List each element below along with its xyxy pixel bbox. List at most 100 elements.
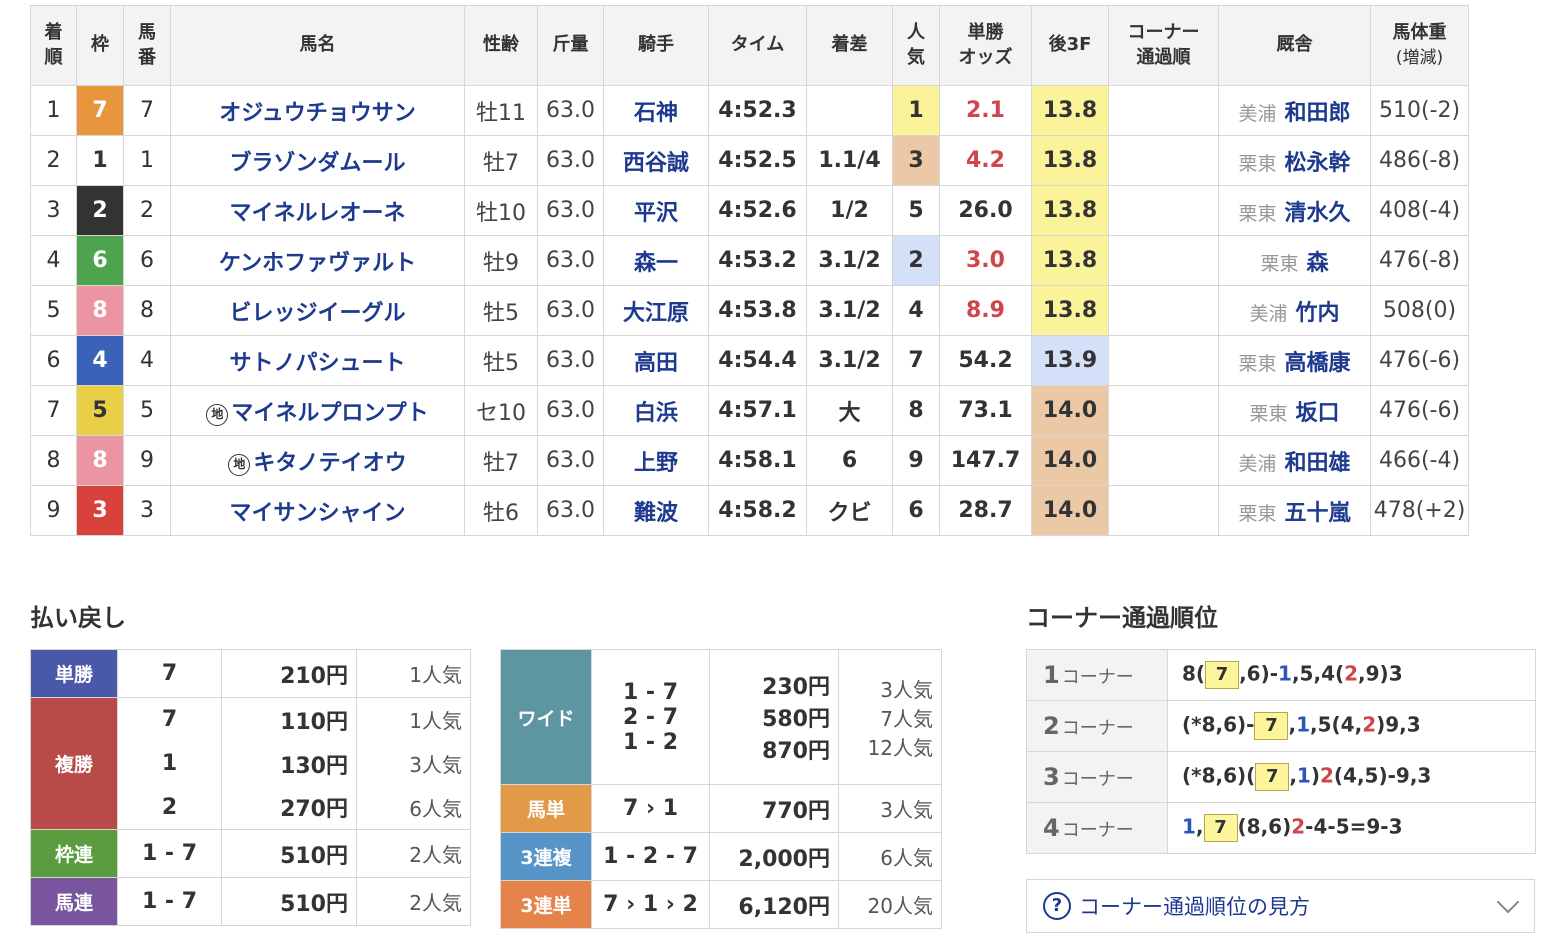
- weight-cell: 63.0: [537, 135, 604, 186]
- header-stable: 厩舎: [1218, 5, 1371, 86]
- local-horse-mark: 地: [206, 403, 229, 426]
- time-cell: 4:52.5: [708, 135, 807, 186]
- popularity-cell: 4: [892, 285, 940, 336]
- corner-order-cell: [1108, 135, 1219, 186]
- jockey-link[interactable]: 石神: [603, 85, 709, 136]
- time-cell: 4:53.2: [708, 235, 807, 286]
- horse-name-link[interactable]: ブラゾンダムール: [229, 150, 406, 176]
- body-weight-cell: 508(0): [1370, 285, 1469, 336]
- trainer-link[interactable]: 五十嵐: [1284, 500, 1351, 526]
- horse-name-cell[interactable]: マイサンシャイン: [170, 485, 465, 536]
- stable-region: 栗東: [1249, 402, 1288, 425]
- payout-amount: 510円: [221, 829, 357, 878]
- last3f-cell: 13.9: [1031, 335, 1109, 386]
- bet-type-label: 馬連: [30, 877, 118, 926]
- trainer-link[interactable]: 和田雄: [1284, 450, 1351, 476]
- payout-amount: 580円: [762, 707, 830, 732]
- help-circle-icon: ?: [1043, 892, 1071, 920]
- num-cell: 2: [123, 185, 171, 236]
- horse-name-link[interactable]: サトノパシュート: [229, 350, 406, 376]
- trainer-link[interactable]: 森: [1306, 250, 1329, 276]
- table-row: 9 3 3 マイサンシャイン 牡6 63.0 難波 4:58.2 クビ 6 28.7 14.0 栗東 五十…: [30, 485, 1469, 536]
- corner-order-cell: [1108, 335, 1219, 386]
- trainer-link[interactable]: 高橋康: [1284, 350, 1351, 376]
- rank-cell: 5: [30, 285, 77, 336]
- payout-pop: 3人気: [838, 784, 942, 833]
- horse-name-link[interactable]: マイネルプロンプト: [231, 400, 429, 426]
- bet-type-label: 複勝: [30, 697, 118, 830]
- jockey-link[interactable]: 高田: [603, 335, 709, 386]
- weight-cell: 63.0: [537, 485, 604, 536]
- corner-number: 1: [1043, 661, 1060, 689]
- table-row: 8 8 9 地キタノテイオウ 牡7 63.0 上野 4:58.1 6 9 147.7 14.0 美浦 和田…: [30, 435, 1469, 486]
- horse-name-link[interactable]: マイサンシャイン: [229, 500, 406, 526]
- corner-order-part: 1: [1296, 712, 1311, 737]
- rank-cell: 6: [30, 335, 77, 386]
- body-weight-cell: 510(-2): [1370, 85, 1469, 136]
- trainer-link[interactable]: 坂口: [1295, 400, 1340, 426]
- corner-order-part: 2: [1344, 661, 1359, 686]
- payout-combo: 7 › 1: [591, 784, 710, 833]
- rank-cell: 2: [30, 135, 77, 186]
- header-agesex: 性齢: [464, 5, 538, 86]
- horse-name-cell[interactable]: オジュウチョウサン: [170, 85, 465, 136]
- corner-order-cell: [1108, 435, 1219, 486]
- horse-name-link[interactable]: オジュウチョウサン: [219, 100, 416, 126]
- header-odds: 単勝 オッズ: [939, 5, 1032, 86]
- corner-order-value: 1, 7 (8,6)2-4-5=9-3: [1167, 802, 1536, 854]
- stable-cell: 栗東 清水久: [1218, 185, 1371, 236]
- horse-name-cell[interactable]: ブラゾンダムール: [170, 135, 465, 186]
- time-cell: 4:58.1: [708, 435, 807, 486]
- payout-pop: 20人気: [838, 880, 942, 929]
- horse-name-cell[interactable]: ケンホファヴァルト: [170, 235, 465, 286]
- payout-row: 馬連 1 - 7 510円 2人気: [30, 877, 471, 926]
- bet-type-label: 3連単: [500, 880, 592, 929]
- popularity-cell: 1: [892, 85, 940, 136]
- jockey-link[interactable]: 上野: [603, 435, 709, 486]
- trainer-link[interactable]: 和田郎: [1284, 100, 1351, 126]
- jockey-link[interactable]: 平沢: [603, 185, 709, 236]
- horse-name-link[interactable]: マイネルレオーネ: [229, 200, 406, 226]
- num-cell: 6: [123, 235, 171, 286]
- corner-order-part: ,5,4(: [1291, 661, 1345, 686]
- jockey-link[interactable]: 難波: [603, 485, 709, 536]
- winner-highlight: 7: [1203, 814, 1238, 842]
- horse-name-cell[interactable]: マイネルレオーネ: [170, 185, 465, 236]
- corner-order-cell: [1108, 235, 1219, 286]
- horse-name-link[interactable]: キタノテイオウ: [253, 450, 407, 476]
- corner-help-toggle[interactable]: ? コーナー通過順位の見方: [1026, 879, 1535, 933]
- odds-cell: 147.7: [939, 435, 1032, 486]
- corner-label-cell: 1 コーナー: [1026, 649, 1168, 701]
- header-num: 馬番: [123, 5, 171, 86]
- num-cell: 4: [123, 335, 171, 386]
- horse-name-link[interactable]: ビレッジイーグル: [229, 300, 406, 326]
- frame-cell: 6: [76, 235, 124, 286]
- num-cell: 8: [123, 285, 171, 336]
- horse-name-cell[interactable]: 地キタノテイオウ: [170, 435, 465, 486]
- stable-cell: 栗東 松永幹: [1218, 135, 1371, 186]
- horse-name-cell[interactable]: 地マイネルプロンプト: [170, 385, 465, 436]
- header-frame: 枠: [76, 5, 124, 86]
- payout-combo: 2: [117, 785, 222, 830]
- jockey-link[interactable]: 白浜: [603, 385, 709, 436]
- payout-pop: 7人気: [880, 706, 933, 731]
- popularity-cell: 6: [892, 485, 940, 536]
- jockey-link[interactable]: 大江原: [603, 285, 709, 336]
- jockey-link[interactable]: 西谷誠: [603, 135, 709, 186]
- corner-label: コーナー: [1061, 667, 1134, 688]
- trainer-link[interactable]: 竹内: [1295, 300, 1340, 326]
- payout-pop: 6人気: [838, 832, 942, 881]
- corner-row: 2 コーナー (*8,6)- 7,1,5(4,2)9,3: [1026, 700, 1536, 752]
- horse-name-link[interactable]: ケンホファヴァルト: [218, 250, 417, 276]
- trainer-link[interactable]: 松永幹: [1284, 150, 1351, 176]
- jockey-link[interactable]: 森一: [603, 235, 709, 286]
- trainer-link[interactable]: 清水久: [1284, 200, 1351, 226]
- last3f-cell: 13.8: [1031, 85, 1109, 136]
- horse-name-cell[interactable]: ビレッジイーグル: [170, 285, 465, 336]
- odds-cell: 3.0: [939, 235, 1032, 286]
- margin-cell: 大: [806, 385, 893, 436]
- rank-cell: 8: [30, 435, 77, 486]
- payout-amount-cell: 230円 580円 870円: [709, 649, 839, 785]
- payout-pop-cell: 3人気 7人気 12人気: [838, 649, 942, 785]
- horse-name-cell[interactable]: サトノパシュート: [170, 335, 465, 386]
